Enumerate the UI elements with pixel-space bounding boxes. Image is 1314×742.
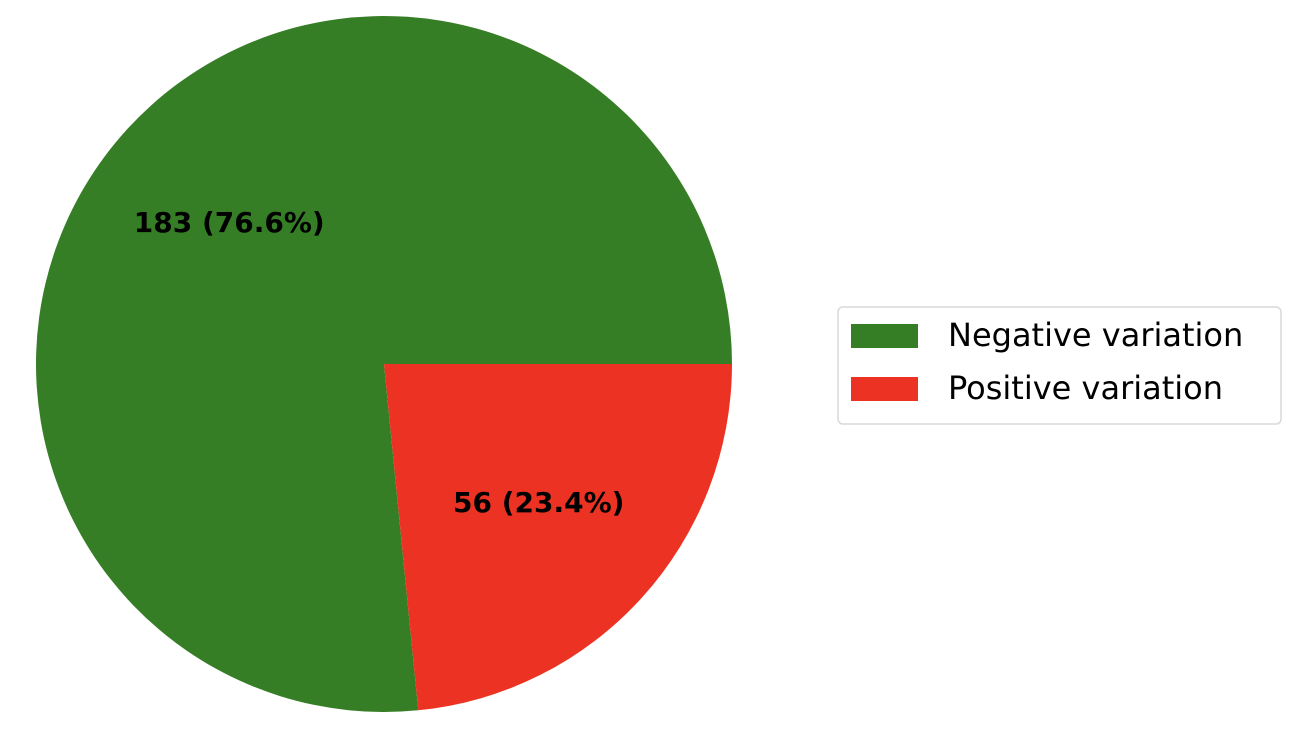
legend-swatch (851, 377, 918, 401)
legend-box (837, 306, 1282, 425)
value-label: 56 (23.4%) (453, 486, 624, 519)
legend-label: Negative variation (948, 316, 1243, 354)
legend-label: Positive variation (948, 369, 1223, 407)
pie-slice (35, 16, 733, 713)
legend-swatch (851, 324, 918, 348)
pie-slice (384, 364, 732, 711)
value-label: 183 (76.6%) (134, 206, 325, 239)
